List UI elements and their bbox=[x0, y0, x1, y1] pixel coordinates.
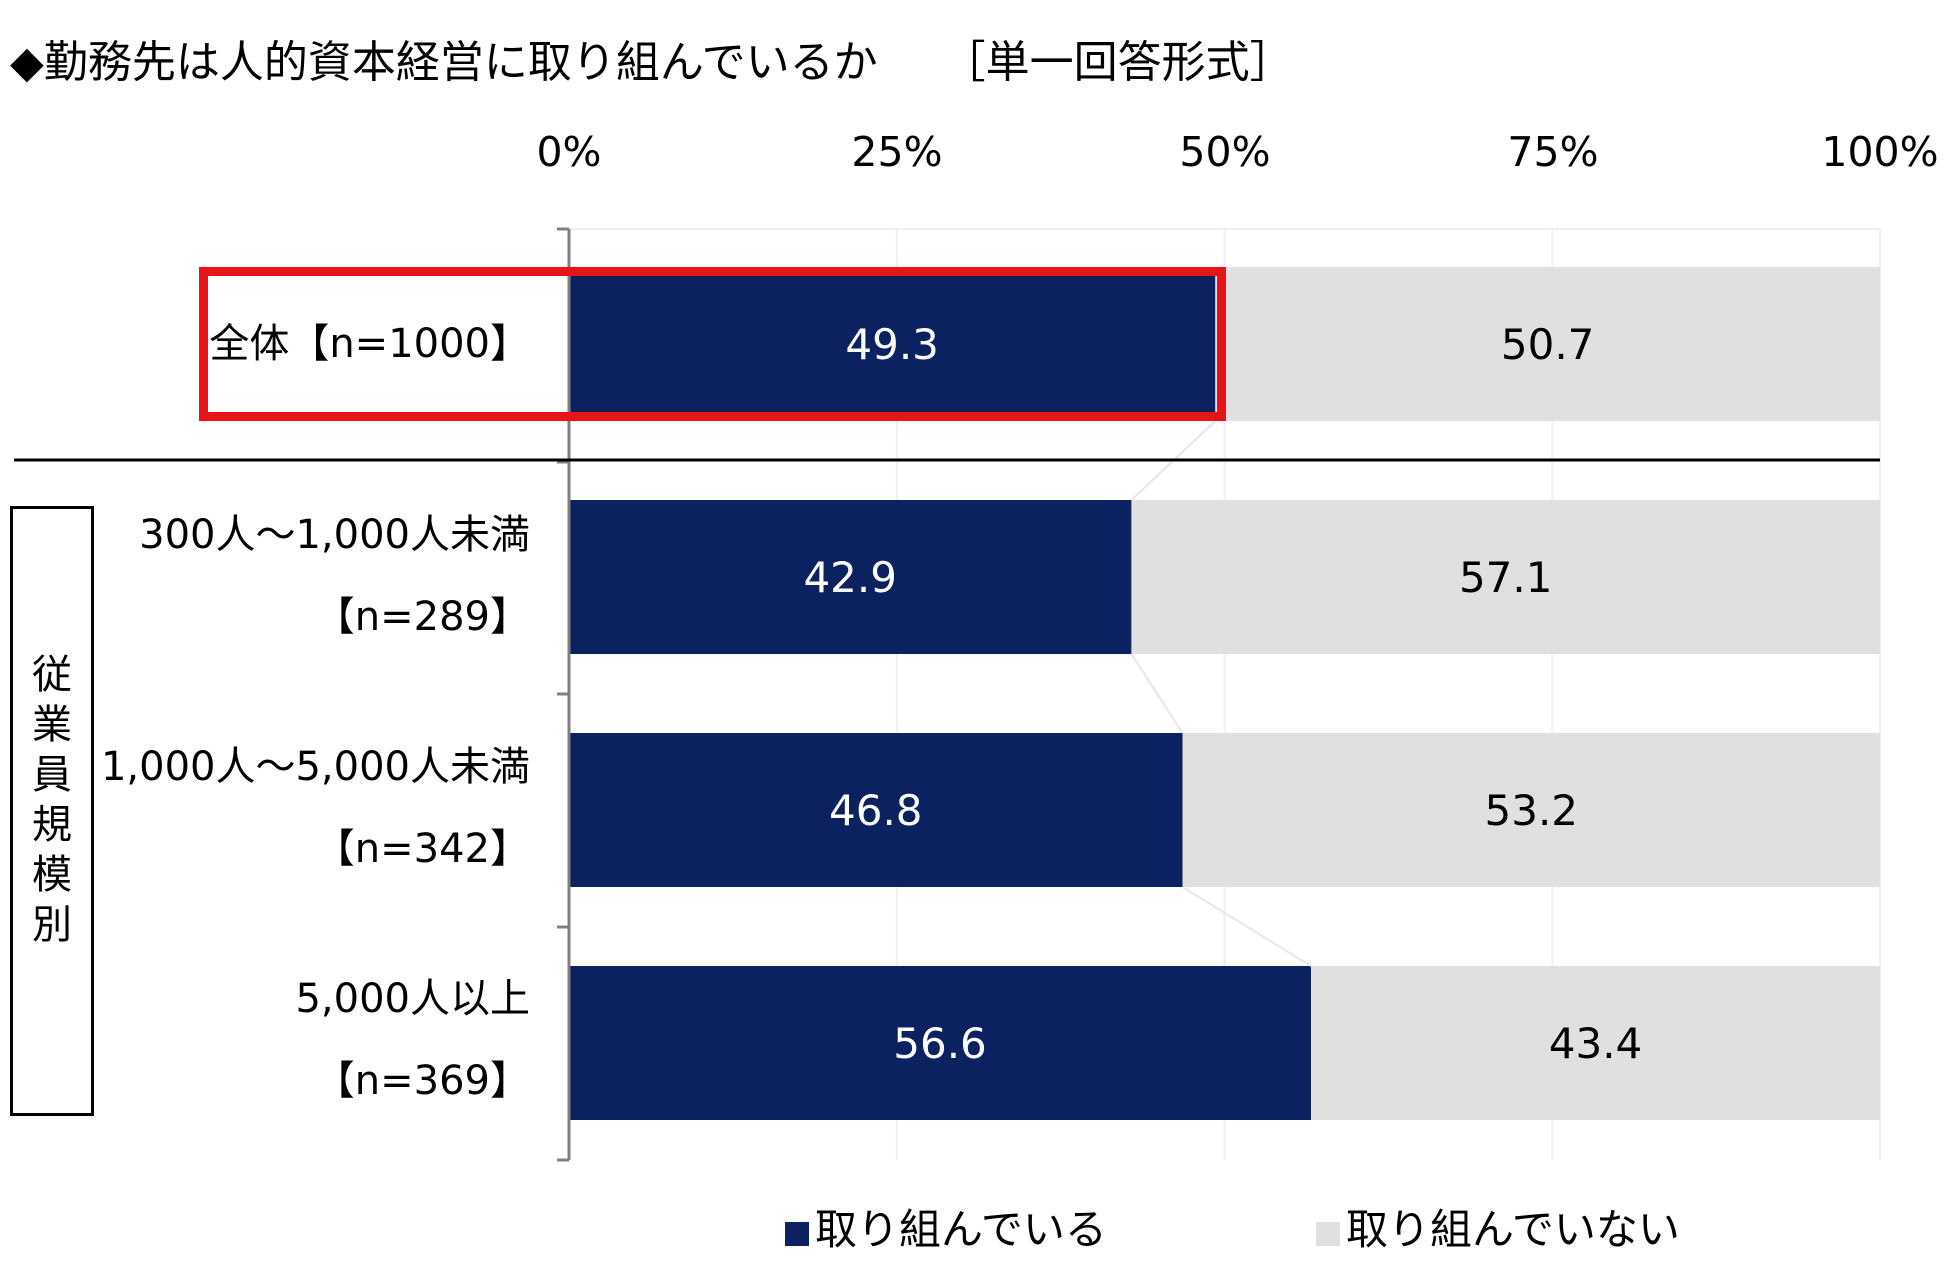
legend-item-not-engaged: 取り組んでいない bbox=[1316, 1196, 1680, 1257]
data-label: 46.8 bbox=[829, 786, 923, 835]
row-label-sample-size: 【n=342】 bbox=[314, 826, 530, 872]
x-tick-label: 75% bbox=[1507, 128, 1599, 176]
data-label: 42.9 bbox=[803, 553, 897, 602]
chart-title: ◆勤務先は人的資本経営に取り組んでいるか ［単一回答形式］ bbox=[10, 26, 1294, 90]
bar-segment-engaged bbox=[569, 733, 1183, 887]
legend-item-engaged: 取り組んでいる bbox=[785, 1196, 1107, 1257]
data-label: 50.7 bbox=[1501, 320, 1595, 369]
bar-segment-not-engaged bbox=[1311, 966, 1880, 1120]
bar-segment-not-engaged bbox=[1182, 733, 1880, 887]
data-label: 56.6 bbox=[893, 1019, 987, 1068]
row-label-5000-plus: 5,000人以上 【n=369】 bbox=[295, 958, 530, 1122]
data-label: 49.3 bbox=[845, 320, 939, 369]
legend-swatch-engaged bbox=[785, 1222, 809, 1246]
row-label-overall: 全体【n=1000】 bbox=[209, 303, 530, 385]
bar-segment-not-engaged bbox=[1215, 267, 1880, 421]
bar-segment-engaged bbox=[569, 966, 1312, 1120]
employee-size-group-label: 従業員規模別 bbox=[32, 652, 72, 948]
bar-segment-engaged bbox=[569, 267, 1216, 421]
row-label-line: 300人～1,000人未満 bbox=[139, 512, 530, 558]
legend-label-engaged: 取り組んでいる bbox=[815, 1205, 1107, 1254]
employee-size-group-box bbox=[10, 506, 94, 1116]
row-label-line: 5,000人以上 bbox=[295, 976, 530, 1022]
title-answer-format: ［単一回答形式］ bbox=[941, 37, 1294, 88]
legend-label-not-engaged: 取り組んでいない bbox=[1346, 1205, 1680, 1254]
bar-segment-not-engaged bbox=[1131, 500, 1880, 654]
title-question: ◆勤務先は人的資本経営に取り組んでいるか bbox=[10, 37, 878, 88]
row-label-line: 全体【n=1000】 bbox=[209, 321, 530, 367]
data-label: 43.4 bbox=[1549, 1019, 1643, 1068]
series-connector-line bbox=[1130, 653, 1184, 734]
x-tick-label: 50% bbox=[1179, 128, 1271, 176]
legend-swatch-not-engaged bbox=[1316, 1222, 1340, 1246]
series-connector-line bbox=[1182, 886, 1312, 967]
row-label-sample-size: 【n=369】 bbox=[314, 1058, 530, 1104]
data-label: 57.1 bbox=[1459, 553, 1553, 602]
row-label-300-1000: 300人～1,000人未満 【n=289】 bbox=[139, 494, 530, 658]
bar-segment-engaged bbox=[569, 500, 1132, 654]
row-label-1000-5000: 1,000人～5,000人未満 【n=342】 bbox=[101, 726, 530, 890]
data-label: 53.2 bbox=[1485, 786, 1579, 835]
row-label-sample-size: 【n=289】 bbox=[314, 594, 530, 640]
row-label-line: 1,000人～5,000人未満 bbox=[100, 744, 530, 790]
x-tick-label: 100% bbox=[1821, 128, 1939, 176]
x-tick-label: 0% bbox=[536, 128, 602, 176]
x-tick-label: 25% bbox=[851, 128, 943, 176]
